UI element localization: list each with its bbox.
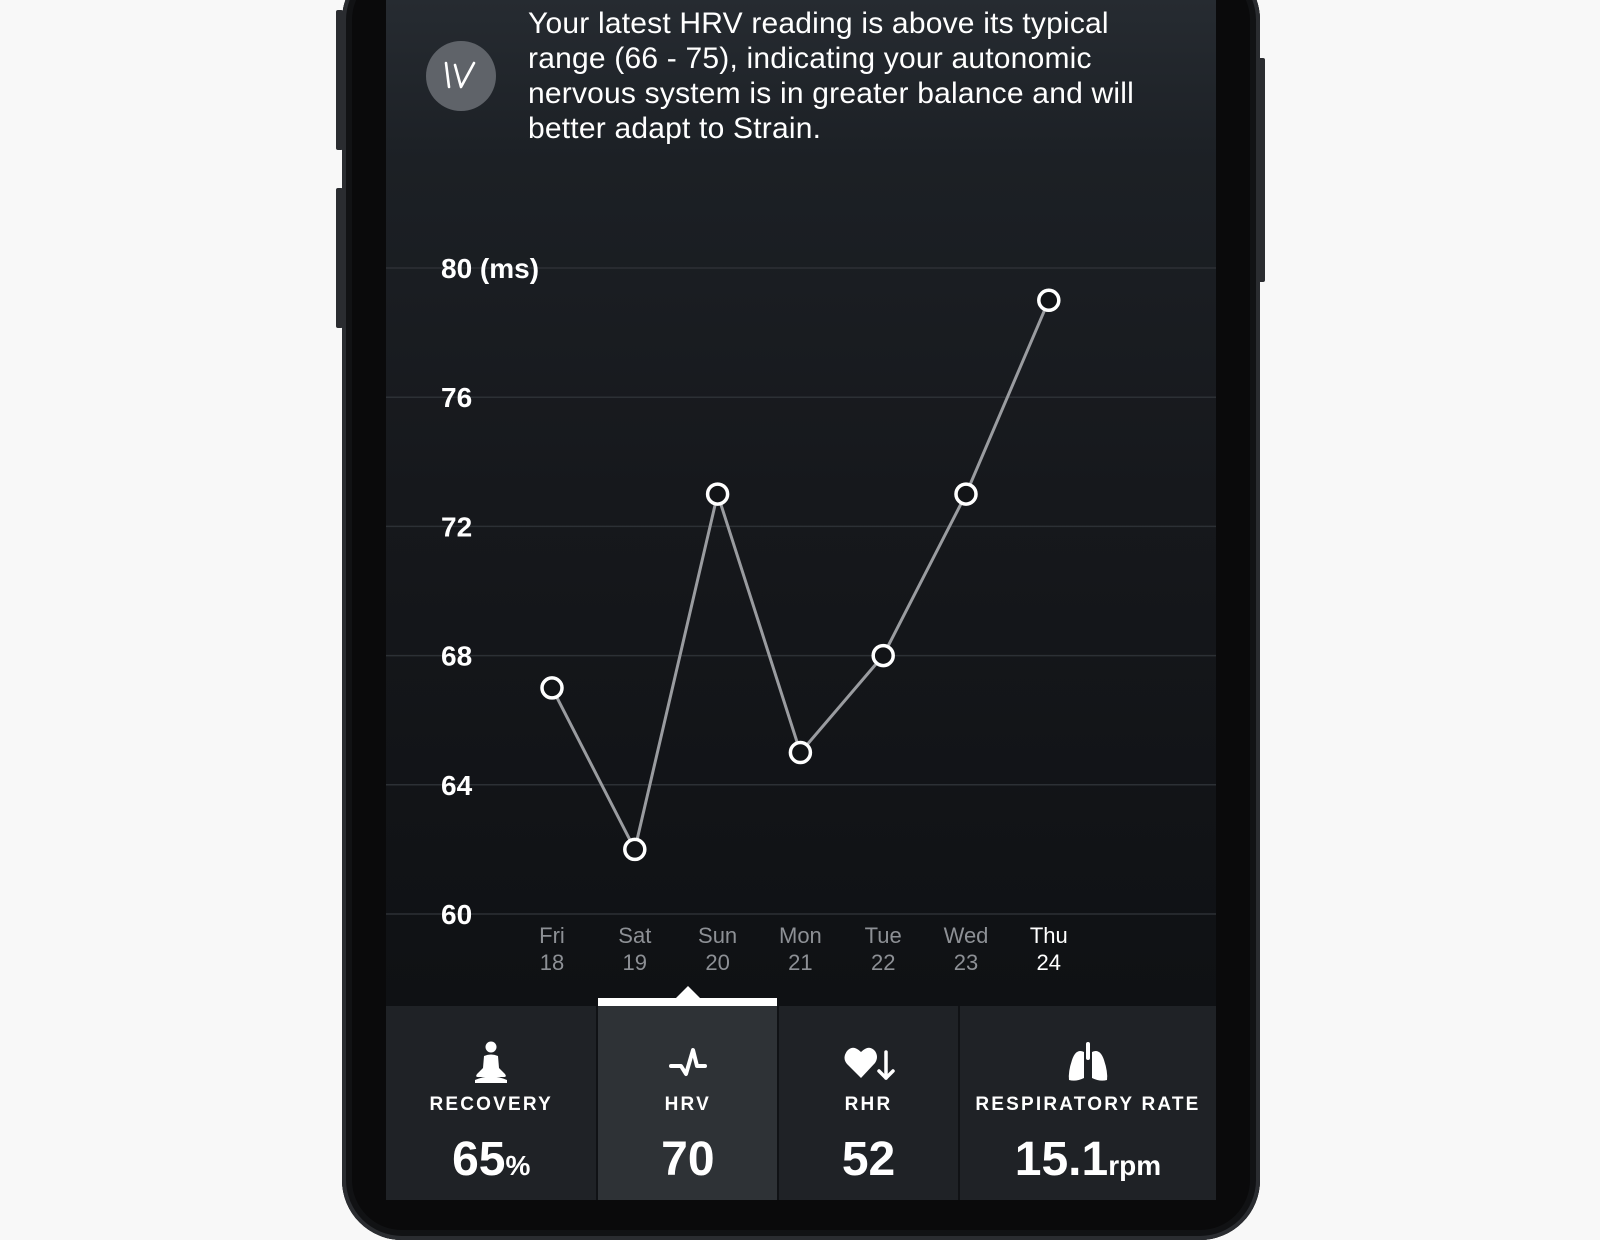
x-tick-date-label: 23: [954, 950, 978, 975]
x-tick-date-label: 20: [705, 950, 729, 975]
heart-down-icon: [844, 1047, 895, 1080]
tab-hrv-label: HRV: [664, 1094, 711, 1115]
tab-rhr-value: 52: [841, 1133, 896, 1186]
x-tick-day-label: Fri: [539, 923, 565, 948]
tab-rhr-label: RHR: [844, 1094, 893, 1115]
y-tick-label: 60: [441, 899, 472, 930]
x-tick-date-label: 21: [788, 950, 812, 975]
tab-recovery-label: RECOVERY: [429, 1094, 553, 1115]
y-tick-label: 80 (ms): [441, 253, 539, 284]
meditation-icon: [475, 1041, 508, 1083]
hrv-data-point: [1037, 288, 1061, 313]
hrv-series-line: [550, 299, 1051, 854]
y-tick-label: 64: [441, 770, 473, 801]
tab-respiratory-rate-value: 15.1rpm: [1014, 1133, 1162, 1186]
hrv-data-point: [788, 740, 813, 765]
whoop-logo-icon: [426, 41, 496, 111]
x-tick-day-label: Mon: [779, 923, 822, 948]
x-tick-day-label: Sat: [618, 923, 651, 948]
power-button: [1258, 58, 1265, 282]
x-tick-date-label: 22: [871, 950, 895, 975]
x-tick-day-label: Sun: [698, 923, 737, 948]
app-screen: Your latest HRV reading is above its typ…: [386, 0, 1216, 1200]
y-tick-label: 68: [441, 641, 472, 672]
tab-recovery[interactable]: RECOVERY 65%: [386, 1006, 596, 1200]
y-tick-label: 72: [441, 511, 472, 542]
insight-text: Your latest HRV reading is above its typ…: [528, 7, 1134, 145]
x-tick-day-label: Tue: [865, 923, 902, 948]
active-tab-indicator: [598, 998, 778, 1006]
lungs-icon: [1068, 1042, 1108, 1081]
hrv-data-point: [623, 837, 647, 862]
tab-recovery-value: 65%: [452, 1133, 531, 1186]
volume-down-button: [336, 188, 343, 328]
hrv-data-point: [871, 643, 895, 668]
tab-rhr[interactable]: RHR 52: [777, 1006, 958, 1200]
hrv-data-point: [540, 676, 564, 700]
heartbeat-icon: [668, 1048, 707, 1076]
tab-respiratory-rate[interactable]: RESPIRATORY RATE 15.1rpm: [957, 1006, 1216, 1200]
hrv-data-point: [954, 482, 978, 506]
tab-respiratory-rate-label: RESPIRATORY RATE: [975, 1094, 1201, 1115]
x-tick-day-label: Thu: [1030, 923, 1068, 948]
metric-tab-bar: RECOVERY 65% HRV 70 RHR 52: [386, 986, 1216, 1200]
volume-up-button: [336, 10, 343, 150]
tab-hrv-value: 70: [661, 1133, 715, 1186]
x-tick-date-label: 18: [540, 950, 564, 975]
x-tick-date-label: 24: [1037, 950, 1061, 975]
x-tick-day-label: Wed: [944, 923, 989, 948]
y-tick-label: 76: [441, 382, 472, 413]
tab-hrv[interactable]: HRV 70: [596, 986, 778, 1200]
x-tick-date-label: 19: [623, 950, 647, 975]
hrv-data-point: [705, 482, 730, 506]
active-tab-caret: [675, 986, 700, 998]
